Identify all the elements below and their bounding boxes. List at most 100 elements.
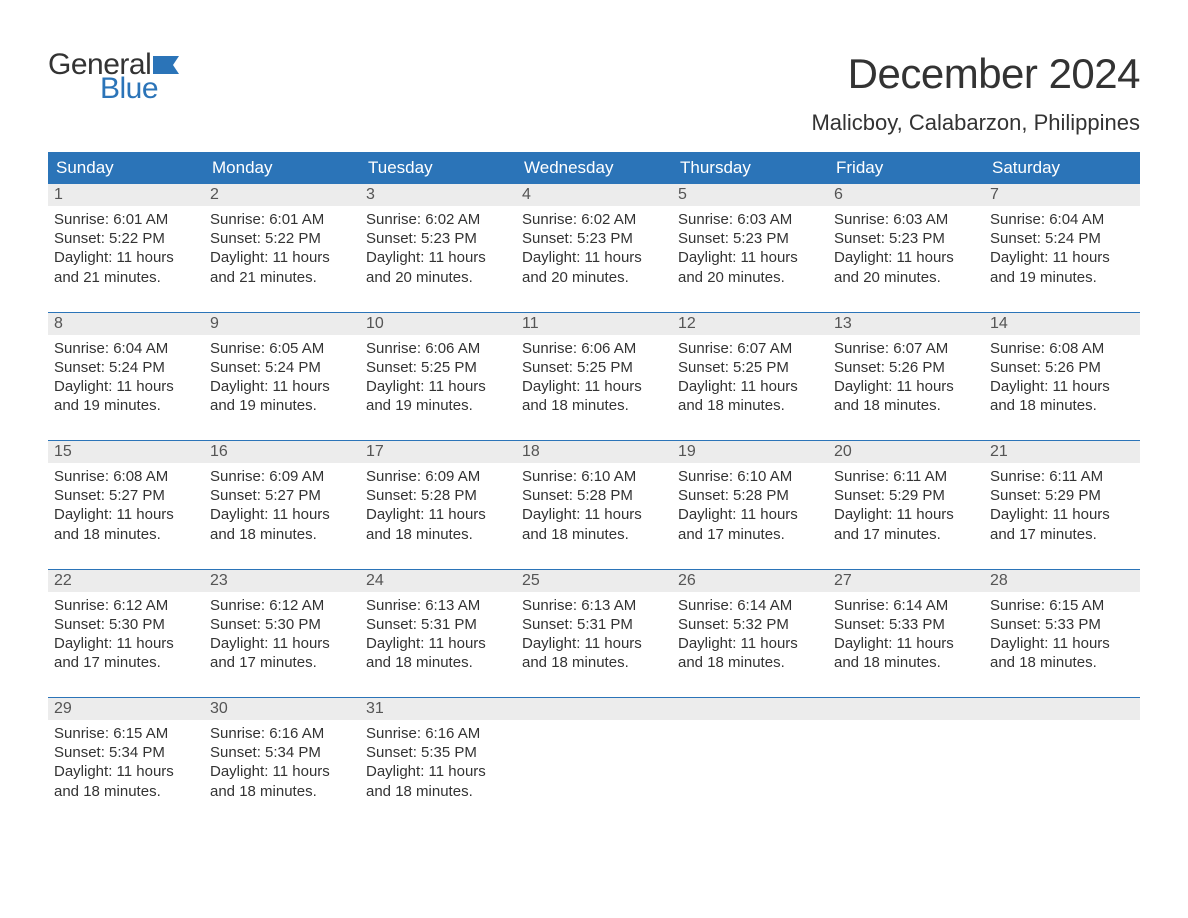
calendar-day-cell: 20Sunrise: 6:11 AMSunset: 5:29 PMDayligh… (828, 441, 984, 569)
day-number: 7 (984, 184, 1140, 206)
day-details: Sunrise: 6:11 AMSunset: 5:29 PMDaylight:… (984, 463, 1140, 544)
sunrise-text: Sunrise: 6:04 AM (990, 210, 1134, 229)
day-details: Sunrise: 6:02 AMSunset: 5:23 PMDaylight:… (360, 206, 516, 287)
sunrise-text: Sunrise: 6:15 AM (54, 724, 198, 743)
day-details: Sunrise: 6:09 AMSunset: 5:28 PMDaylight:… (360, 463, 516, 544)
day-details: Sunrise: 6:12 AMSunset: 5:30 PMDaylight:… (204, 592, 360, 673)
calendar-day-cell: 11Sunrise: 6:06 AMSunset: 5:25 PMDayligh… (516, 313, 672, 441)
day-details: Sunrise: 6:16 AMSunset: 5:34 PMDaylight:… (204, 720, 360, 801)
calendar-day-cell: 7Sunrise: 6:04 AMSunset: 5:24 PMDaylight… (984, 184, 1140, 312)
day-number: 23 (204, 570, 360, 592)
sunrise-text: Sunrise: 6:13 AM (366, 596, 510, 615)
calendar-day-cell: 13Sunrise: 6:07 AMSunset: 5:26 PMDayligh… (828, 313, 984, 441)
sunrise-text: Sunrise: 6:08 AM (54, 467, 198, 486)
calendar-day-cell: 4Sunrise: 6:02 AMSunset: 5:23 PMDaylight… (516, 184, 672, 312)
daylight-text: and 17 minutes. (678, 525, 822, 544)
daylight-text: and 21 minutes. (210, 268, 354, 287)
day-details: Sunrise: 6:06 AMSunset: 5:25 PMDaylight:… (360, 335, 516, 416)
sunrise-text: Sunrise: 6:03 AM (678, 210, 822, 229)
sunrise-text: Sunrise: 6:11 AM (834, 467, 978, 486)
daylight-text: Daylight: 11 hours (678, 377, 822, 396)
daylight-text: Daylight: 11 hours (54, 762, 198, 781)
calendar-day-cell: 6Sunrise: 6:03 AMSunset: 5:23 PMDaylight… (828, 184, 984, 312)
sunset-text: Sunset: 5:24 PM (990, 229, 1134, 248)
day-details: Sunrise: 6:09 AMSunset: 5:27 PMDaylight:… (204, 463, 360, 544)
daylight-text: Daylight: 11 hours (522, 505, 666, 524)
header: General Blue December 2024 Malicboy, Cal… (48, 50, 1140, 146)
day-number: 29 (48, 698, 204, 720)
day-number: 11 (516, 313, 672, 335)
sunset-text: Sunset: 5:23 PM (834, 229, 978, 248)
sunset-text: Sunset: 5:28 PM (678, 486, 822, 505)
calendar-day-cell: 10Sunrise: 6:06 AMSunset: 5:25 PMDayligh… (360, 313, 516, 441)
sunrise-text: Sunrise: 6:14 AM (834, 596, 978, 615)
sunset-text: Sunset: 5:24 PM (54, 358, 198, 377)
calendar-day-cell: 31Sunrise: 6:16 AMSunset: 5:35 PMDayligh… (360, 698, 516, 826)
day-details: Sunrise: 6:14 AMSunset: 5:32 PMDaylight:… (672, 592, 828, 673)
sunset-text: Sunset: 5:29 PM (990, 486, 1134, 505)
sunset-text: Sunset: 5:28 PM (366, 486, 510, 505)
calendar-day-cell: 27Sunrise: 6:14 AMSunset: 5:33 PMDayligh… (828, 570, 984, 698)
daylight-text: and 18 minutes. (834, 653, 978, 672)
daylight-text: Daylight: 11 hours (990, 248, 1134, 267)
day-number: 24 (360, 570, 516, 592)
daylight-text: Daylight: 11 hours (522, 377, 666, 396)
day-details: Sunrise: 6:11 AMSunset: 5:29 PMDaylight:… (828, 463, 984, 544)
day-number (828, 698, 984, 720)
sunset-text: Sunset: 5:34 PM (54, 743, 198, 762)
sunrise-text: Sunrise: 6:08 AM (990, 339, 1134, 358)
daylight-text: and 17 minutes. (834, 525, 978, 544)
day-number: 8 (48, 313, 204, 335)
calendar-day-cell: 9Sunrise: 6:05 AMSunset: 5:24 PMDaylight… (204, 313, 360, 441)
daylight-text: and 20 minutes. (678, 268, 822, 287)
daylight-text: Daylight: 11 hours (366, 634, 510, 653)
calendar-day-cell: 23Sunrise: 6:12 AMSunset: 5:30 PMDayligh… (204, 570, 360, 698)
sunrise-text: Sunrise: 6:10 AM (678, 467, 822, 486)
calendar-day-cell: 8Sunrise: 6:04 AMSunset: 5:24 PMDaylight… (48, 313, 204, 441)
sunrise-text: Sunrise: 6:02 AM (522, 210, 666, 229)
daylight-text: Daylight: 11 hours (54, 505, 198, 524)
day-number: 19 (672, 441, 828, 463)
day-details: Sunrise: 6:03 AMSunset: 5:23 PMDaylight:… (672, 206, 828, 287)
sunset-text: Sunset: 5:22 PM (54, 229, 198, 248)
daylight-text: Daylight: 11 hours (210, 634, 354, 653)
daylight-text: Daylight: 11 hours (990, 634, 1134, 653)
calendar-day-cell (516, 698, 672, 826)
title-block: December 2024 Malicboy, Calabarzon, Phil… (811, 50, 1140, 146)
sunrise-text: Sunrise: 6:07 AM (834, 339, 978, 358)
day-details: Sunrise: 6:15 AMSunset: 5:33 PMDaylight:… (984, 592, 1140, 673)
day-number: 18 (516, 441, 672, 463)
daylight-text: and 20 minutes. (366, 268, 510, 287)
day-number (672, 698, 828, 720)
day-number: 17 (360, 441, 516, 463)
sunset-text: Sunset: 5:23 PM (366, 229, 510, 248)
daylight-text: and 18 minutes. (522, 525, 666, 544)
day-number: 21 (984, 441, 1140, 463)
daylight-text: Daylight: 11 hours (210, 377, 354, 396)
sunrise-text: Sunrise: 6:12 AM (54, 596, 198, 615)
daylight-text: Daylight: 11 hours (210, 248, 354, 267)
daylight-text: and 18 minutes. (834, 396, 978, 415)
day-details: Sunrise: 6:10 AMSunset: 5:28 PMDaylight:… (672, 463, 828, 544)
daylight-text: Daylight: 11 hours (54, 634, 198, 653)
day-number: 30 (204, 698, 360, 720)
daylight-text: and 17 minutes. (54, 653, 198, 672)
daylight-text: and 18 minutes. (366, 653, 510, 672)
day-details: Sunrise: 6:02 AMSunset: 5:23 PMDaylight:… (516, 206, 672, 287)
day-details: Sunrise: 6:01 AMSunset: 5:22 PMDaylight:… (48, 206, 204, 287)
page-title: December 2024 (811, 50, 1140, 98)
calendar-week-row: 29 Sunrise: 6:15 AMSunset: 5:34 PMDayligh… (48, 698, 1140, 826)
sunset-text: Sunset: 5:35 PM (366, 743, 510, 762)
weekday-header: Sunday (48, 152, 204, 184)
day-number (984, 698, 1140, 720)
daylight-text: and 18 minutes. (678, 653, 822, 672)
day-details: Sunrise: 6:08 AMSunset: 5:26 PMDaylight:… (984, 335, 1140, 416)
daylight-text: and 20 minutes. (522, 268, 666, 287)
daylight-text: Daylight: 11 hours (54, 377, 198, 396)
day-number: 6 (828, 184, 984, 206)
sunset-text: Sunset: 5:30 PM (54, 615, 198, 634)
day-number: 5 (672, 184, 828, 206)
sunrise-text: Sunrise: 6:09 AM (210, 467, 354, 486)
day-details: Sunrise: 6:04 AMSunset: 5:24 PMDaylight:… (984, 206, 1140, 287)
day-number: 9 (204, 313, 360, 335)
